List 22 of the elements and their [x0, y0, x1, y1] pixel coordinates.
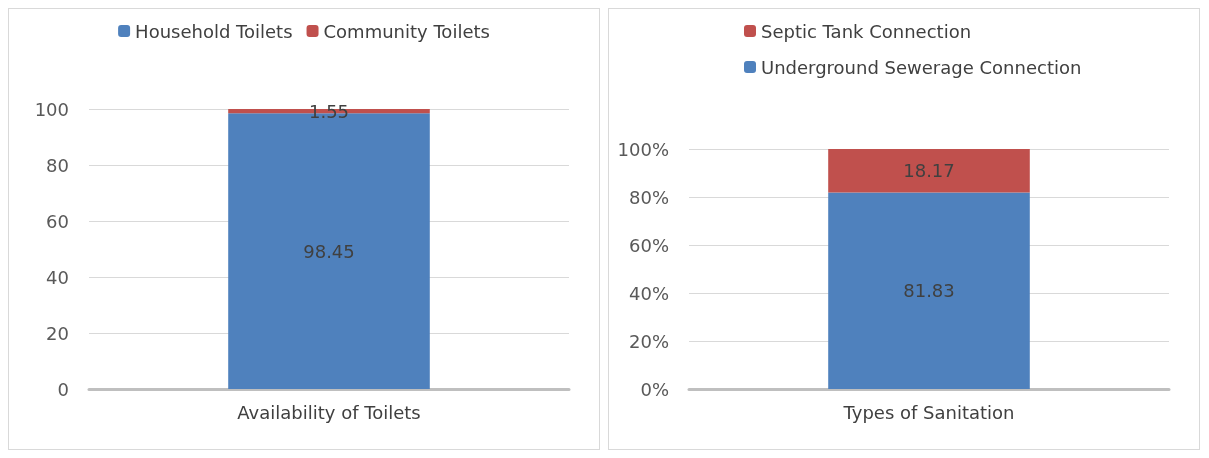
data-label: 98.45 [303, 240, 355, 262]
legend-label: Household Toilets [135, 20, 293, 42]
y-tick-label: 60% [628, 234, 669, 256]
y-tick-label: 40 [46, 266, 69, 288]
data-label: 18.17 [903, 160, 955, 182]
legend-label: Community Toilets [323, 20, 490, 42]
y-tick-label: 100% [617, 138, 669, 160]
y-tick-label: 80 [46, 154, 69, 176]
legend-label: Underground Sewerage Connection [761, 56, 1082, 78]
y-tick-label: 60 [46, 210, 69, 232]
x-tick-label: Availability of Toilets [237, 401, 421, 423]
data-label: 81.83 [903, 280, 955, 302]
x-tick-label: Types of Sanitation [842, 401, 1015, 423]
y-tick-label: 0 [57, 378, 69, 400]
y-tick-label: 20 [46, 322, 69, 344]
y-tick-label: 20% [628, 330, 669, 352]
data-label: 1.55 [308, 100, 350, 122]
y-tick-label: 100 [34, 98, 69, 120]
y-tick-label: 40% [628, 282, 669, 304]
legend-label: Septic Tank Connection [761, 20, 972, 42]
y-tick-label: 80% [628, 186, 669, 208]
y-tick-label: 0% [640, 378, 669, 400]
